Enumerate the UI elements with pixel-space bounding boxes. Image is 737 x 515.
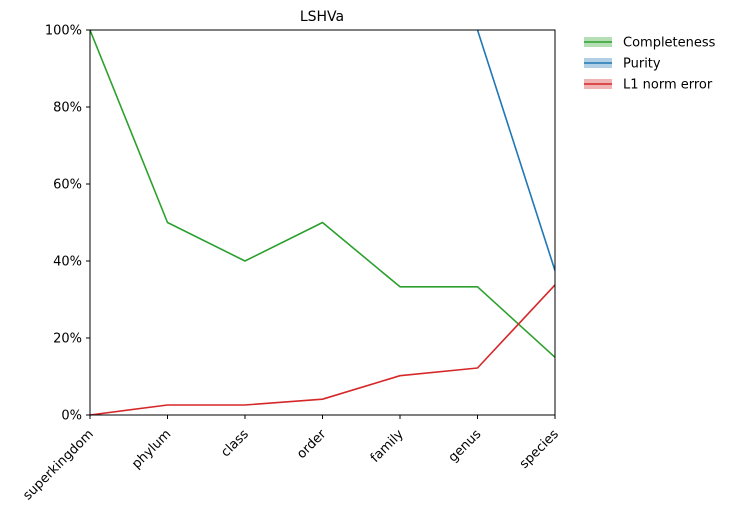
series-line-completeness	[90, 29, 555, 358]
y-tick-label: 80%	[53, 101, 82, 116]
legend: Completeness Purity L1 norm error	[584, 36, 716, 93]
y-tick-label: 60%	[53, 178, 82, 193]
x-axis: superkingdom phylum class order family genus s…	[20, 415, 562, 503]
x-tick-label: phylum	[129, 427, 174, 472]
x-tick-label: family	[368, 427, 407, 466]
x-tick-label: genus	[446, 427, 485, 466]
x-tick-label: order	[294, 426, 330, 462]
legend-label-purity: Purity	[623, 57, 661, 72]
series-line-l1-norm-error	[90, 284, 555, 416]
y-tick-label: 20%	[53, 332, 82, 347]
y-axis: 0% 20% 40% 60% 80% 100%	[45, 24, 90, 424]
y-tick-label: 100%	[45, 24, 82, 39]
y-tick-label: 0%	[61, 409, 82, 424]
series-line-purity	[476, 29, 555, 271]
plot-lines	[90, 29, 555, 416]
chart-title: LSHVa	[300, 9, 344, 25]
y-tick-label: 40%	[53, 255, 82, 270]
legend-label-completeness: Completeness	[623, 36, 716, 51]
x-tick-label: class	[218, 427, 252, 461]
x-tick-label: superkingdom	[20, 427, 96, 503]
x-tick-label: species	[517, 427, 562, 472]
legend-label-l1-norm-error: L1 norm error	[623, 78, 713, 93]
